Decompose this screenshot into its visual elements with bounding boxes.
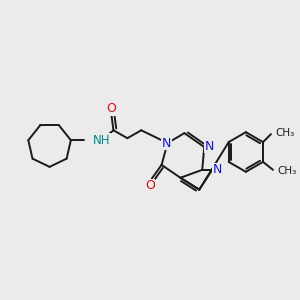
Text: N: N bbox=[212, 163, 222, 176]
Text: CH₃: CH₃ bbox=[275, 128, 294, 138]
Text: N: N bbox=[205, 140, 214, 152]
Text: CH₃: CH₃ bbox=[277, 166, 296, 176]
Text: NH: NH bbox=[93, 134, 110, 147]
Text: N: N bbox=[162, 136, 171, 150]
Text: O: O bbox=[106, 102, 116, 115]
Text: O: O bbox=[145, 179, 154, 192]
